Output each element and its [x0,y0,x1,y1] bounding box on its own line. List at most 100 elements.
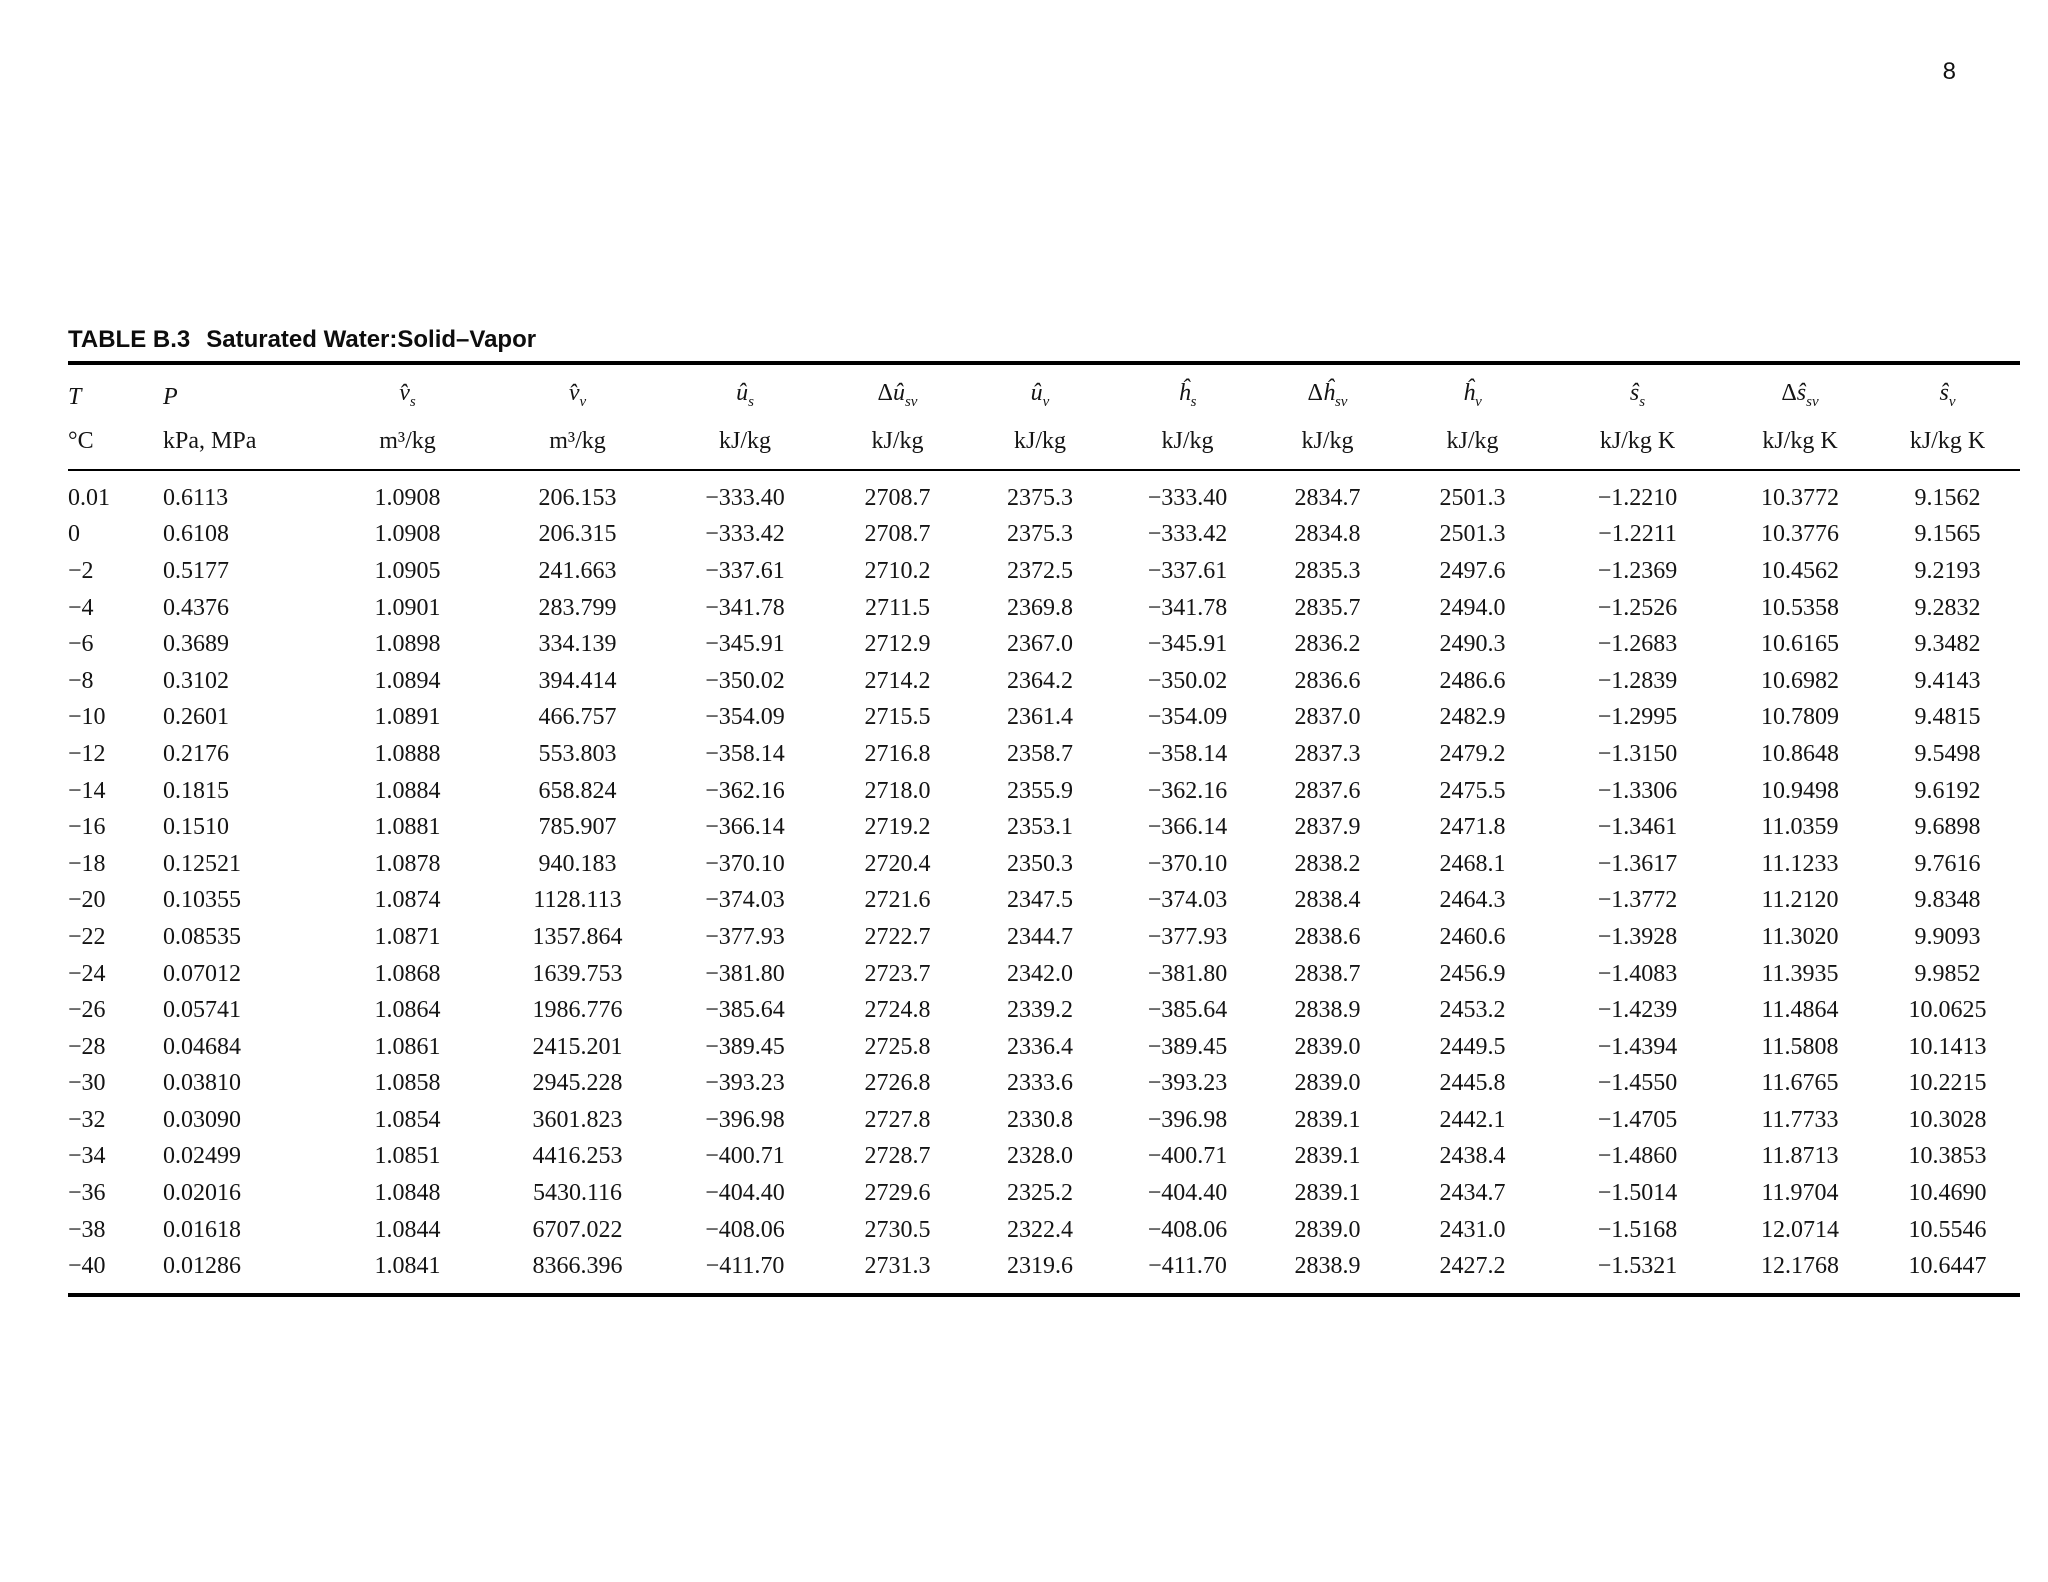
cell-dhsv: 2838.4 [1294,887,1361,914]
table-row: −12 0.2176 1.0888 553.803 −358.14 2716.8 2358.… [68,736,2020,773]
cell-dusv: 2711.5 [864,594,931,621]
cell-dssv: 10.7809 [1761,704,1839,731]
col-symbol-vs: v̂s [320,363,495,422]
table-title-text: Saturated Water:Solid–Vapor [206,326,537,353]
cell-T: −8 [68,667,94,694]
cell-vv: 2945.228 [532,1070,623,1097]
property-subscript: v [1475,393,1482,410]
cell-ss: −1.4550 [1597,1070,1678,1097]
property-symbol: T [68,384,82,411]
cell-dusv: 2728.7 [864,1143,931,1170]
cell-hv: 2434.7 [1439,1180,1506,1207]
cell-dhsv: 2839.1 [1294,1180,1361,1207]
property-symbol: P [163,384,178,411]
cell-dusv: 2725.8 [864,1033,931,1060]
cell-hs: −381.80 [1147,960,1228,987]
cell-vs: 1.0908 [374,484,441,511]
cell-dusv: 2730.5 [864,1216,931,1243]
cell-dusv: 2722.7 [864,923,931,950]
cell-vs: 1.0898 [374,631,441,658]
cell-hs: −370.10 [1147,850,1228,877]
cell-us: −350.02 [705,667,785,694]
cell-vs: 1.0888 [374,740,441,767]
cell-us: −374.03 [705,887,785,914]
cell-sv: 9.4143 [1914,667,1981,694]
cell-sv: 10.5546 [1908,1216,1987,1243]
property-symbol: v̂ [399,380,410,406]
cell-vv: 334.139 [538,631,617,658]
cell-uv: 2330.8 [1007,1106,1073,1133]
col-unit-vs: m³/kg [320,421,495,471]
header-unit-row: °C kPa, MPa m³/kg m³/kg kJ/kg kJ/kg kJ/kg kJ/kg… [68,421,2020,471]
delta-prefix: Δ [1781,380,1797,406]
cell-P: 0.02499 [163,1143,241,1170]
col-unit-hs: kJ/kg [1115,421,1260,471]
cell-sv: 10.6447 [1908,1253,1987,1280]
cell-P: 0.2601 [163,704,229,731]
cell-ss: −1.3772 [1597,887,1678,914]
cell-us: −408.06 [705,1216,785,1243]
cell-hv: 2490.3 [1439,631,1506,658]
cell-hs: −366.14 [1147,814,1228,841]
property-symbol: û [736,380,749,406]
cell-sv: 9.5498 [1914,740,1981,767]
cell-T: −40 [68,1253,106,1280]
col-symbol-vv: v̂v [495,363,660,422]
cell-dssv: 11.5808 [1761,1033,1839,1060]
property-symbol: v̂ [568,380,580,406]
cell-ss: −1.3150 [1597,740,1678,767]
cell-uv: 2372.5 [1007,557,1073,584]
cell-ss: −1.2526 [1597,594,1678,621]
cell-ss: −1.3617 [1597,850,1678,877]
cell-dusv: 2726.8 [864,1070,931,1097]
cell-sv: 10.4690 [1908,1180,1987,1207]
cell-vv: 785.907 [538,814,617,841]
cell-uv: 2333.6 [1007,1070,1073,1097]
cell-T: −20 [68,887,106,914]
cell-us: −393.23 [705,1070,785,1097]
col-symbol-sv: ŝv [1875,363,2020,422]
cell-dusv: 2731.3 [864,1253,931,1280]
cell-dssv: 10.8648 [1761,740,1839,767]
cell-hv: 2453.2 [1439,997,1506,1024]
cell-ss: −1.4705 [1597,1106,1678,1133]
cell-dssv: 12.1768 [1761,1253,1839,1280]
property-symbol: ŝ [1629,380,1640,406]
cell-hv: 2464.3 [1439,887,1506,914]
cell-hv: 2427.2 [1439,1253,1506,1280]
cell-dssv: 11.8713 [1761,1143,1839,1170]
property-subscript: v [1948,393,1956,410]
cell-vs: 1.0844 [374,1216,441,1243]
cell-us: −345.91 [705,631,785,658]
cell-hs: −333.40 [1147,484,1228,511]
cell-dhsv: 2839.0 [1294,1216,1361,1243]
cell-uv: 2339.2 [1007,997,1073,1024]
cell-T: −34 [68,1143,106,1170]
cell-uv: 2328.0 [1007,1143,1073,1170]
cell-ss: −1.2211 [1598,521,1677,548]
col-symbol-dusv: Δûsv [830,363,965,422]
cell-hs: −341.78 [1147,594,1228,621]
cell-vv: 283.799 [538,594,617,621]
cell-sv: 9.6898 [1914,814,1981,841]
cell-sv: 9.6192 [1914,777,1981,804]
cell-dssv: 10.5358 [1761,594,1839,621]
cell-us: −358.14 [705,740,785,767]
cell-uv: 2355.9 [1007,777,1073,804]
cell-us: −381.80 [705,960,785,987]
cell-P: 0.07012 [163,960,241,987]
cell-us: −404.40 [705,1180,785,1207]
cell-P: 0.08535 [163,923,241,950]
cell-us: −411.70 [705,1253,785,1280]
table-title: TABLE B.3 Saturated Water:Solid–Vapor [68,326,2020,354]
cell-hv: 2486.6 [1439,667,1506,694]
cell-hv: 2438.4 [1439,1143,1506,1170]
cell-vv: 1128.113 [533,887,622,914]
property-subscript: v [1042,393,1050,410]
col-unit-P: kPa, MPa [140,421,320,471]
cell-T: −24 [68,960,106,987]
